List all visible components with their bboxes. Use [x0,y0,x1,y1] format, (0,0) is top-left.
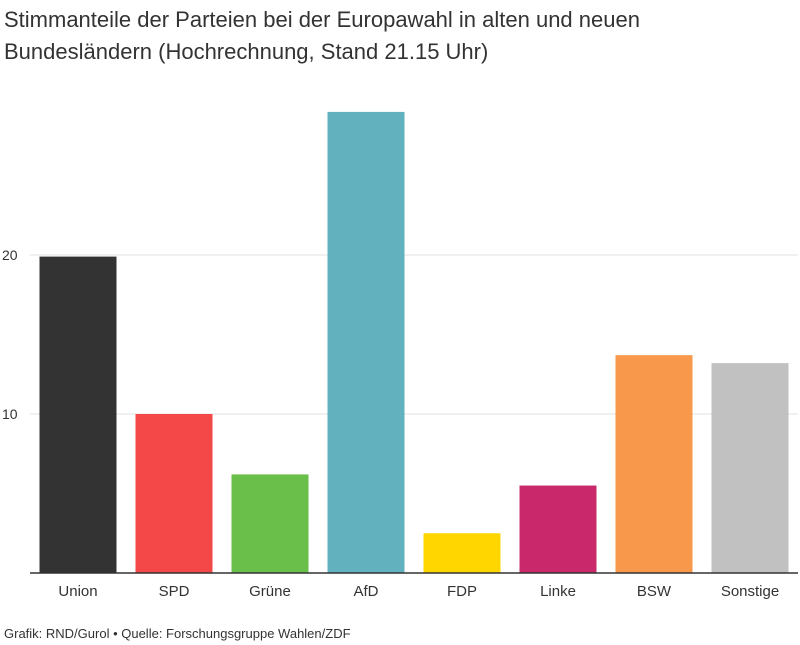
x-tick-labels: Union SPD Grüne AfD FDP Linke BSW Sonstige [58,583,779,600]
y-tick-label: 10 [2,406,18,422]
bar-union [39,256,117,573]
bar-grüne [231,474,309,573]
chart-title: Stimmanteile der Parteien bei der Europa… [4,7,640,64]
bar-bsw [615,355,693,573]
x-tick-label: AfD [353,583,378,600]
bar-fdp [423,533,501,573]
x-tick-label: Union [58,583,97,600]
bar-linke [519,485,597,573]
x-tick-label: Linke [540,583,576,600]
x-tick-label: FDP [447,583,477,600]
x-tick-label: BSW [637,583,672,600]
bar-sonstige [711,363,789,573]
bar-chart: Union SPD Grüne AfD FDP Linke BSW Sonstige 10 20 [2,111,798,600]
x-tick-label: Sonstige [721,583,779,600]
y-tick-labels: 10 20 [2,247,18,422]
bar-afd [327,111,405,574]
bar-spd [135,414,213,573]
y-tick-label: 20 [2,247,18,263]
x-tick-label: SPD [159,583,190,600]
source-footer: Grafik: RND/Gurol • Quelle: Forschungsgr… [4,626,351,641]
bars [39,111,789,574]
x-tick-label: Grüne [249,583,291,600]
